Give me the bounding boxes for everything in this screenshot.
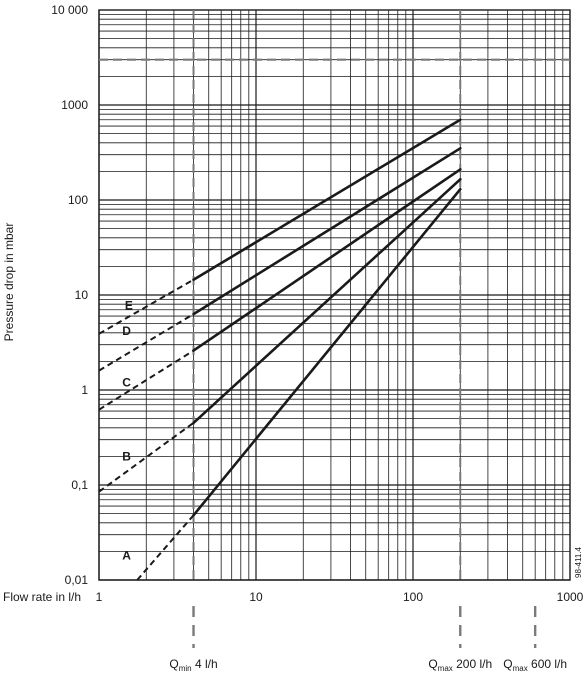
curve-label-d: D [122, 324, 131, 338]
curve-c-dashed [98, 349, 195, 411]
curve-e-solid [192, 118, 462, 282]
y-tick-label: 0,1 [71, 478, 88, 492]
curve-e-dashed [98, 278, 194, 335]
curve-d-solid [192, 147, 462, 316]
reference-lines [99, 10, 570, 648]
labels: Pressure drop in mbar Flow rate in l/h 9… [2, 3, 584, 673]
y-tick-label: 1 [81, 383, 88, 397]
reference-label: Qmax 200 l/h [428, 657, 492, 673]
curve-label-b: B [122, 449, 131, 463]
curve-label-e: E [125, 298, 133, 312]
y-tick-label: 100 [68, 193, 88, 207]
x-axis-title: Flow rate in l/h [3, 590, 81, 604]
y-tick-label: 1000 [61, 98, 88, 112]
x-tick-label: 10 [249, 590, 263, 604]
plot-frame [98, 9, 571, 581]
reference-label: Qmax 600 l/h [503, 657, 567, 673]
y-tick-label: 10 000 [51, 3, 88, 17]
grid [98, 9, 571, 581]
y-tick-label: 10 [75, 288, 89, 302]
y-tick-label: 0,01 [65, 573, 89, 587]
curve-a-solid [192, 187, 462, 517]
curve-a-dashed [136, 514, 195, 581]
x-tick-label: 1000 [557, 590, 584, 604]
reference-label: Qmin 4 l/h [169, 657, 217, 673]
curve-label-c: C [122, 375, 131, 389]
curve-d-dashed [98, 313, 195, 372]
curves [98, 118, 462, 581]
x-tick-label: 1 [96, 590, 103, 604]
figure-code: 98-411.4 [574, 546, 583, 578]
curve-label-a: A [122, 549, 131, 563]
curve-c-solid [192, 168, 462, 352]
x-tick-label: 100 [403, 590, 423, 604]
curve-b-solid [192, 178, 462, 425]
y-axis-title: Pressure drop in mbar [2, 223, 16, 342]
